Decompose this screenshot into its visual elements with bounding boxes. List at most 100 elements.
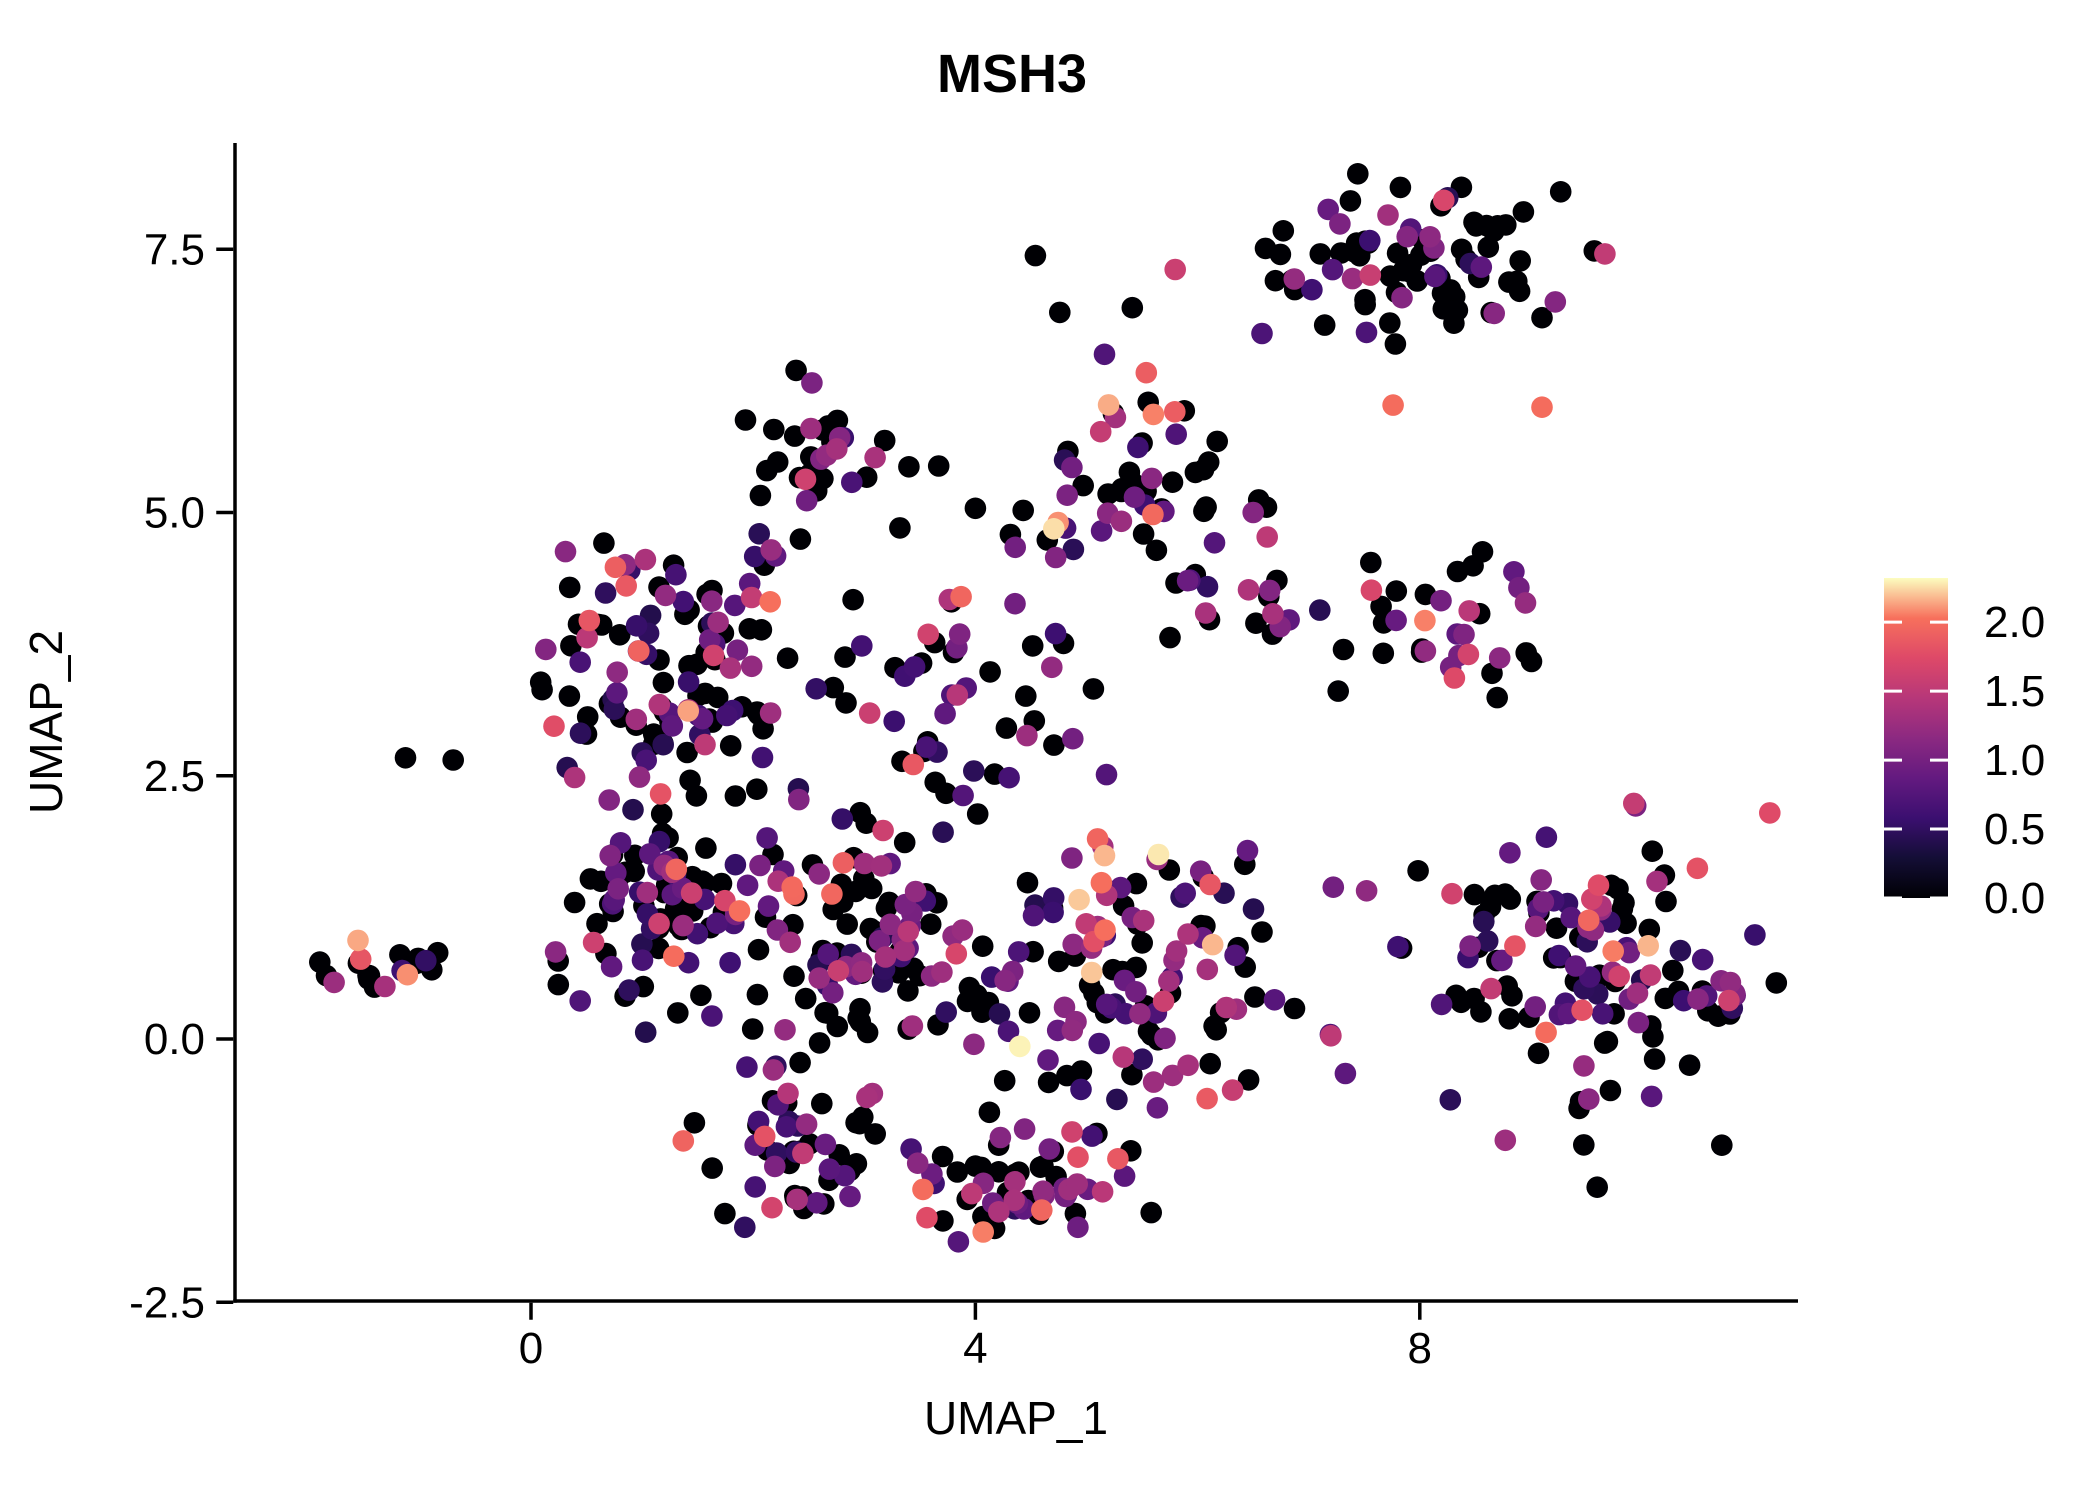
data-point xyxy=(1439,1089,1462,1111)
data-point xyxy=(753,1125,776,1148)
data-point xyxy=(934,702,956,725)
data-point xyxy=(1524,915,1547,938)
data-point xyxy=(822,982,844,1004)
data-point xyxy=(1571,999,1593,1021)
data-point xyxy=(1047,950,1070,973)
data-point xyxy=(1593,1032,1616,1054)
data-point xyxy=(1686,857,1709,880)
data-point xyxy=(1154,1027,1176,1050)
data-point xyxy=(906,1152,929,1174)
data-point xyxy=(1062,727,1084,750)
data-point xyxy=(639,843,661,865)
data-point xyxy=(535,638,557,661)
data-point xyxy=(661,715,684,737)
data-point xyxy=(893,831,916,854)
expression-legend: 2.0 1.5 1.0 0.5 0.0 xyxy=(1884,578,2045,923)
data-point xyxy=(1090,871,1113,894)
data-point xyxy=(716,704,738,727)
data-point xyxy=(1044,622,1067,645)
data-point xyxy=(1089,420,1112,443)
data-point xyxy=(915,736,938,758)
data-point xyxy=(1061,1019,1084,1042)
y-tick-label: -2.5 xyxy=(129,1278,205,1327)
data-point xyxy=(1097,483,1119,505)
data-point xyxy=(998,766,1020,789)
data-point xyxy=(1038,1138,1061,1160)
data-point xyxy=(734,1216,756,1239)
data-point xyxy=(1236,839,1259,862)
data-point xyxy=(808,863,830,885)
data-point xyxy=(948,623,971,645)
data-point xyxy=(1602,940,1624,962)
data-point xyxy=(864,1123,886,1145)
data-point xyxy=(1560,906,1582,929)
data-point xyxy=(1322,876,1345,898)
data-point xyxy=(902,753,925,776)
data-point xyxy=(652,733,674,756)
data-point xyxy=(576,626,598,649)
data-point xyxy=(694,733,716,756)
data-point xyxy=(569,990,591,1012)
data-point xyxy=(1347,163,1369,185)
data-point xyxy=(1486,686,1508,709)
data-point xyxy=(1164,401,1186,423)
data-point xyxy=(701,1005,723,1027)
data-point xyxy=(309,951,331,973)
legend-tick-label: 2.0 xyxy=(1984,598,2045,647)
data-point xyxy=(889,517,911,539)
data-point xyxy=(707,611,729,634)
data-point xyxy=(374,975,396,998)
data-point xyxy=(1022,904,1045,927)
data-point xyxy=(1759,802,1781,824)
x-axis-title: UMAP_1 xyxy=(924,1392,1108,1444)
data-point xyxy=(1140,1201,1162,1224)
data-point xyxy=(1112,1046,1135,1068)
data-point xyxy=(389,944,411,966)
data-point xyxy=(764,1155,786,1178)
data-point xyxy=(1080,961,1103,984)
data-point xyxy=(1106,1088,1128,1111)
data-point xyxy=(988,1201,1010,1223)
data-point xyxy=(701,590,723,612)
data-point xyxy=(582,931,605,954)
data-point xyxy=(749,854,771,877)
data-point xyxy=(1499,842,1521,864)
data-point xyxy=(971,935,994,957)
data-point xyxy=(1360,551,1382,574)
data-point xyxy=(1272,220,1295,242)
data-point xyxy=(1196,1087,1218,1110)
data-point xyxy=(607,878,629,900)
data-point xyxy=(1147,843,1170,866)
data-point xyxy=(1718,989,1740,1012)
data-point xyxy=(1483,302,1505,325)
data-point xyxy=(761,1196,783,1219)
legend-gradient-bar xyxy=(1884,578,1948,898)
data-point xyxy=(1639,964,1662,986)
data-point xyxy=(856,1086,878,1109)
data-point xyxy=(683,1112,706,1134)
data-point xyxy=(1549,181,1572,203)
data-point xyxy=(786,1188,808,1211)
data-point xyxy=(1599,1079,1622,1102)
data-point xyxy=(1531,306,1553,329)
data-point xyxy=(1669,939,1692,962)
data-point xyxy=(947,1231,970,1253)
data-point xyxy=(719,951,741,974)
data-point xyxy=(1177,1054,1199,1077)
data-point xyxy=(858,702,881,724)
data-point xyxy=(1199,1052,1221,1075)
data-point xyxy=(1091,1181,1114,1203)
data-point xyxy=(839,1185,861,1208)
data-point xyxy=(605,862,627,884)
data-point xyxy=(1251,921,1273,943)
data-point xyxy=(1341,267,1364,290)
data-point xyxy=(979,661,1001,683)
y-tick-label: 2.5 xyxy=(144,752,205,801)
data-point xyxy=(763,418,785,441)
data-point xyxy=(598,789,620,811)
data-point xyxy=(347,929,369,952)
data-point xyxy=(623,860,645,883)
data-point xyxy=(1142,1071,1165,1093)
data-point xyxy=(924,771,946,794)
